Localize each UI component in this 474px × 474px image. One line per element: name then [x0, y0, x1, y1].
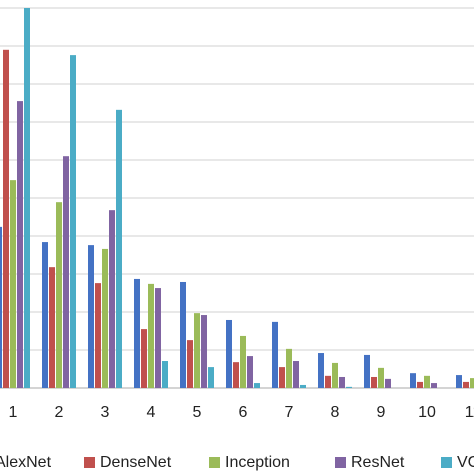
legend-swatch [335, 457, 346, 468]
bar [371, 376, 377, 388]
bar [272, 321, 278, 388]
x-tick-label: 9 [377, 404, 386, 421]
bar [134, 278, 140, 388]
bar [424, 375, 430, 388]
legend-label: AlexNet [0, 454, 52, 471]
bar [187, 340, 193, 388]
x-tick-label: 6 [239, 404, 248, 421]
x-tick-label: 2 [55, 404, 64, 421]
bar [417, 381, 423, 388]
legend-label: Inception [225, 454, 290, 471]
bar [208, 367, 214, 388]
bar [240, 335, 246, 388]
bar [0, 226, 2, 388]
bar [70, 55, 76, 389]
x-tick-label: 3 [101, 404, 110, 421]
bar [470, 378, 474, 388]
x-tick-label: 5 [193, 404, 202, 421]
bar [364, 354, 370, 388]
bar [247, 356, 253, 388]
bar [180, 281, 186, 388]
x-tick-label: 1 [9, 404, 18, 421]
x-tick-label: 4 [147, 404, 156, 421]
legend-label: DenseNet [100, 454, 172, 471]
bar [332, 362, 338, 388]
legend-swatch [441, 457, 452, 468]
bar [463, 381, 469, 388]
bar [49, 267, 55, 388]
x-tick-label: 10 [418, 404, 436, 421]
bar [42, 242, 48, 388]
bar [456, 375, 462, 388]
legend-label: VGG [457, 454, 474, 471]
bar [3, 49, 9, 389]
bar [194, 313, 200, 388]
bar [148, 283, 154, 388]
bar [346, 386, 352, 388]
bar [63, 156, 69, 388]
bar [141, 329, 147, 388]
bar [56, 202, 62, 388]
bar [286, 348, 292, 388]
bar [116, 109, 122, 388]
bar [109, 210, 115, 388]
bar [293, 361, 299, 388]
bar [378, 367, 384, 388]
legend-swatch [84, 457, 95, 468]
bar [300, 384, 306, 388]
bar [88, 245, 94, 388]
x-tick-label: 11 [465, 404, 474, 421]
bar [233, 362, 239, 388]
bar [431, 383, 437, 388]
bar [339, 376, 345, 388]
legend-label: ResNet [351, 454, 405, 471]
legend-swatch [209, 457, 220, 468]
bar [385, 378, 391, 388]
bar [318, 353, 324, 388]
x-tick-label: 8 [331, 404, 340, 421]
bar [279, 367, 285, 388]
bar [10, 180, 16, 388]
bar [254, 383, 260, 388]
bar [226, 319, 232, 388]
bar [102, 248, 108, 388]
bar [95, 283, 101, 388]
bar [410, 373, 416, 388]
bar [24, 8, 30, 388]
bar [162, 361, 168, 388]
bar [17, 101, 23, 388]
bar [155, 288, 161, 388]
x-tick-label: 7 [285, 404, 294, 421]
bar [201, 315, 207, 388]
bar [325, 375, 331, 388]
